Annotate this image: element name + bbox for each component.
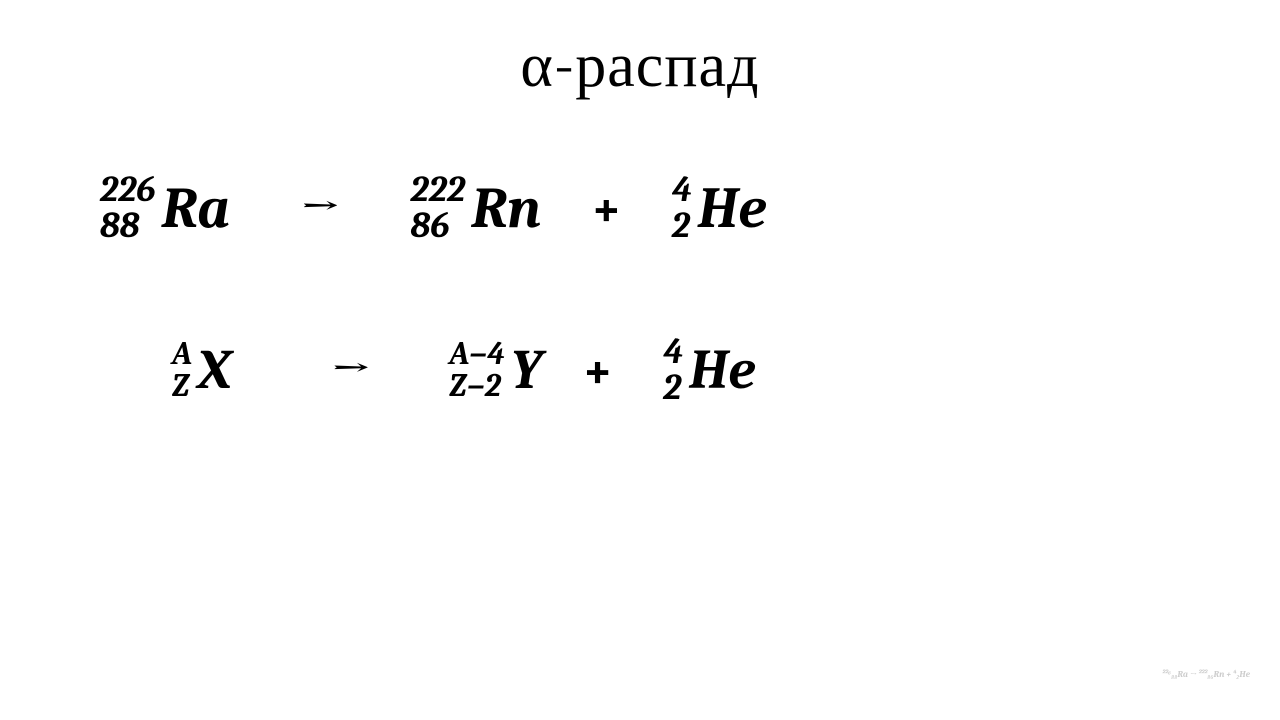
he1-symbol: He xyxy=(698,175,767,242)
watermark: ²²⁶₈₈Ra → ²²²₈₆Rn + ⁴₂He xyxy=(1162,669,1250,680)
ra-atomic: 88 xyxy=(100,208,155,244)
ra-mass: 226 xyxy=(100,172,155,208)
y-mass: A−4 xyxy=(449,338,505,370)
equation-general: A Z X → A−4 Z−2 Y + 4 2 He xyxy=(100,334,1280,406)
he2-atomic: 2 xyxy=(663,370,683,406)
he2-indices: 4 2 xyxy=(663,334,683,406)
arrow-icon: → xyxy=(330,340,371,400)
he1-atomic: 2 xyxy=(672,208,692,244)
reactant-x: A Z X xyxy=(172,338,230,402)
slide-title: α-распад xyxy=(0,0,1280,102)
he1-indices: 4 2 xyxy=(672,172,692,244)
he2-mass: 4 xyxy=(663,334,683,370)
product-rn: 222 86 Rn xyxy=(411,172,541,244)
product-y: A−4 Z−2 Y xyxy=(449,338,542,402)
he2-symbol: He xyxy=(689,338,755,402)
y-indices: A−4 Z−2 xyxy=(449,338,505,402)
rn-atomic: 86 xyxy=(411,208,466,244)
reactant-ra: 226 88 Ra xyxy=(100,172,230,244)
y-atomic: Z−2 xyxy=(449,370,505,402)
x-atomic: Z xyxy=(172,370,192,402)
rn-symbol: Rn xyxy=(471,175,541,242)
plus-icon: + xyxy=(582,340,613,400)
product-he-1: 4 2 He xyxy=(672,172,767,244)
arrow-icon: → xyxy=(300,178,341,238)
x-symbol: X xyxy=(198,338,231,402)
equations-container: 226 88 Ra → 222 86 Rn + 4 2 He A Z xyxy=(0,102,1280,406)
equation-specific: 226 88 Ra → 222 86 Rn + 4 2 He xyxy=(100,172,1280,244)
x-indices: A Z xyxy=(172,338,192,402)
plus-icon: + xyxy=(591,178,622,238)
y-symbol: Y xyxy=(511,338,542,402)
he1-mass: 4 xyxy=(672,172,692,208)
ra-indices: 226 88 xyxy=(100,172,155,244)
rn-mass: 222 xyxy=(411,172,466,208)
ra-symbol: Ra xyxy=(161,175,229,242)
rn-indices: 222 86 xyxy=(411,172,466,244)
product-he-2: 4 2 He xyxy=(663,334,755,406)
x-mass: A xyxy=(172,338,192,370)
